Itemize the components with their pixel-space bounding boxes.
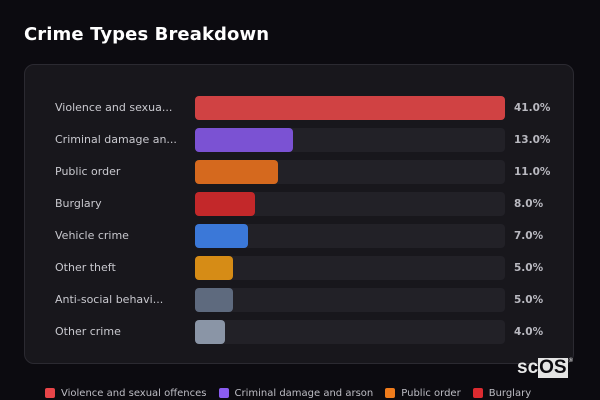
bar[interactable] xyxy=(195,256,233,280)
legend-label: Public order xyxy=(401,387,461,399)
legend-item[interactable]: Violence and sexual offences xyxy=(45,388,207,399)
bar-track xyxy=(195,128,505,152)
bar[interactable] xyxy=(195,96,505,120)
bar-track xyxy=(195,288,505,312)
bar-label: Criminal damage an... xyxy=(55,133,177,146)
legend-label: Violence and sexual offences xyxy=(61,387,207,399)
bar-label: Anti-social behavi... xyxy=(55,293,164,306)
bar-value: 8.0% xyxy=(514,198,544,210)
bar[interactable] xyxy=(195,192,256,216)
bar-value: 7.0% xyxy=(514,230,544,242)
bar-label: Public order xyxy=(55,165,121,178)
bar-label: Vehicle crime xyxy=(55,229,129,242)
legend-swatch-icon xyxy=(385,388,396,398)
scos-watermark-logo: sc OS ® xyxy=(517,358,573,378)
bar-row[interactable]: Violence and sexua... 41.0% xyxy=(25,96,575,120)
bar-value: 11.0% xyxy=(514,166,551,178)
bar-label: Violence and sexua... xyxy=(55,101,173,114)
legend-item[interactable]: Public order xyxy=(385,387,461,399)
chart-card: Violence and sexua... 41.0% Criminal dam… xyxy=(24,64,574,364)
bar-row[interactable]: Public order 11.0% xyxy=(25,160,575,184)
legend-swatch-icon xyxy=(472,388,483,398)
bar[interactable] xyxy=(195,224,248,248)
bar-track xyxy=(195,256,505,280)
legend-swatch-icon xyxy=(45,388,55,398)
bar-track xyxy=(195,160,505,184)
bar-track xyxy=(195,96,505,120)
chart-title: Crime Types Breakdown xyxy=(24,24,270,45)
chart-legend: Violence and sexual offences Criminal da… xyxy=(45,386,543,400)
bar-row[interactable]: Burglary 8.0% xyxy=(25,192,575,216)
bar-row[interactable]: Anti-social behavi... 5.0% xyxy=(25,288,575,312)
bar-track xyxy=(195,224,505,248)
watermark-boxed: OS xyxy=(538,357,568,378)
bar-value: 5.0% xyxy=(514,262,544,274)
legend-label: Criminal damage and arson xyxy=(234,387,374,399)
legend-swatch-icon xyxy=(218,388,229,398)
bar-value: 13.0% xyxy=(514,134,551,146)
legend-label: Burglary xyxy=(488,387,532,399)
legend-item[interactable]: Burglary xyxy=(472,387,532,399)
bar[interactable] xyxy=(195,128,294,152)
bar-row[interactable]: Other theft 5.0% xyxy=(25,256,575,280)
bar-value: 5.0% xyxy=(514,294,544,306)
bar-track xyxy=(195,320,505,344)
bar-track xyxy=(195,192,505,216)
bar-label: Other theft xyxy=(55,261,116,274)
bar-row[interactable]: Vehicle crime 7.0% xyxy=(25,224,575,248)
bar-label: Burglary xyxy=(55,197,102,210)
registered-mark-icon: ® xyxy=(568,358,574,364)
bar[interactable] xyxy=(195,160,279,184)
bar-row[interactable]: Criminal damage an... 13.0% xyxy=(25,128,575,152)
watermark-prefix: sc xyxy=(517,357,539,378)
bar-label: Other crime xyxy=(55,325,121,338)
bar-value: 41.0% xyxy=(514,102,551,114)
legend-item[interactable]: Criminal damage and arson xyxy=(218,387,374,399)
bar-row[interactable]: Other crime 4.0% xyxy=(25,320,575,344)
bar[interactable] xyxy=(195,320,226,344)
bar[interactable] xyxy=(195,288,233,312)
bar-value: 4.0% xyxy=(514,326,544,338)
